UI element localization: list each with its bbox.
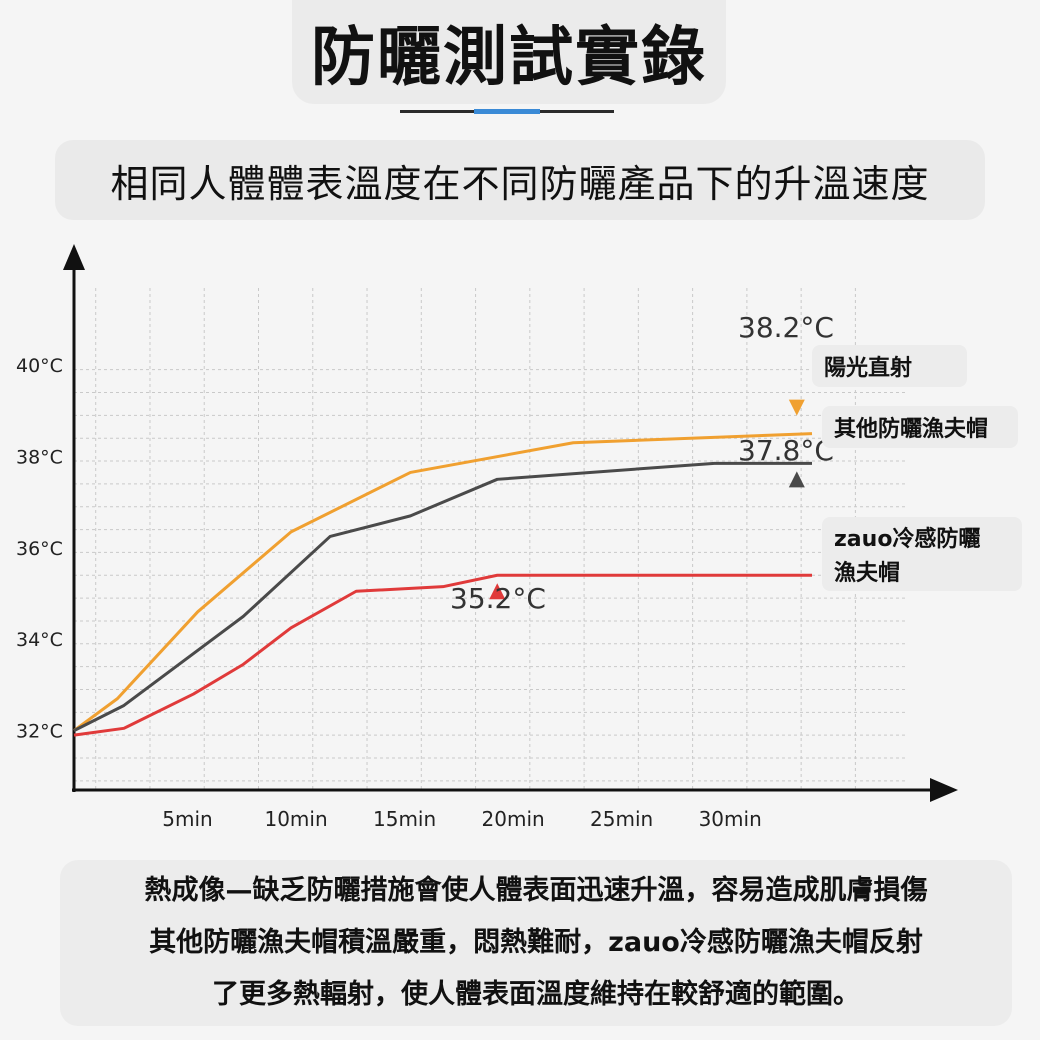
caption-box: 熱成像—缺乏防曬措施會使人體表面迅速升溫，容易造成肌膚損傷 其他防曬漁夫帽積溫嚴…	[60, 860, 1012, 1026]
series-marker-zauo	[489, 583, 506, 600]
series-line-zauo	[73, 573, 812, 737]
series-line-other	[73, 461, 812, 732]
x-tick-label: 15min	[373, 807, 436, 831]
x-tick-label: 5min	[162, 807, 212, 831]
x-tick-labels: 5min 10min 15min 20min 25min 30min	[162, 807, 761, 831]
x-tick-label: 30min	[699, 807, 762, 831]
y-tick-label: 38°C	[16, 446, 63, 468]
series-zauo-value-label: 35.2°C	[450, 582, 546, 615]
caption-line-3: 了更多熱輻射，使人體表面溫度維持在較舒適的範圍。	[212, 979, 860, 1010]
chart-grid	[74, 288, 905, 790]
caption-line-2: 其他防曬漁夫帽積溫嚴重，悶熱難耐，zauo冷感防曬漁夫帽反射	[149, 927, 923, 958]
y-tick-label: 32°C	[16, 721, 63, 743]
y-tick-label: 40°C	[16, 355, 63, 377]
y-tick-label: 34°C	[16, 629, 63, 651]
page-subtitle: 相同人體體表溫度在不同防曬產品下的升溫速度	[110, 161, 930, 206]
legend-tag-other-box	[822, 406, 1018, 448]
temperature-line-chart: 32°C 34°C 36°C 38°C 40°C 5min 10min 15min 20min…	[16, 244, 1022, 831]
series-marker-sun	[788, 399, 805, 416]
y-axis-arrow	[63, 244, 85, 270]
legend-tag-zauo-line1: zauo冷感防曬	[834, 526, 980, 552]
subtitle-box: 相同人體體表溫度在不同防曬產品下的升溫速度	[55, 140, 985, 220]
legend-tag-zauo-box	[822, 517, 1022, 591]
x-tick-label: 10min	[264, 807, 327, 831]
y-tick-label: 36°C	[16, 538, 63, 560]
series-marker-other	[788, 471, 805, 488]
series-other-value-label: 37.8°C	[738, 434, 834, 467]
legend-tag-other: 其他防曬漁夫帽	[834, 416, 988, 442]
title-divider-accent	[474, 109, 540, 114]
x-tick-label: 20min	[482, 807, 545, 831]
title-box: 防曬測試實錄	[292, 0, 726, 104]
chart-annotations: 38.2°C 37.8°C 35.2°C 陽光直射 其他防曬漁夫帽 zauo冷感…	[450, 311, 1022, 615]
series-sun-value-label: 38.2°C	[738, 311, 834, 344]
caption-line-1: 熱成像—缺乏防曬措施會使人體表面迅速升溫，容易造成肌膚損傷	[144, 875, 928, 906]
x-axis-arrow	[930, 778, 958, 802]
legend-tag-sun-box	[812, 345, 967, 387]
legend-tag-sun: 陽光直射	[824, 355, 912, 381]
chart-series	[73, 399, 813, 737]
legend-tag-zauo-line2: 漁夫帽	[834, 560, 900, 586]
x-tick-label: 25min	[590, 807, 653, 831]
legend-tag-zauo: zauo冷感防曬 漁夫帽	[834, 526, 988, 586]
chart-axes	[63, 244, 958, 802]
series-line-sun	[73, 432, 813, 732]
page-title: 防曬測試實錄	[311, 21, 707, 95]
y-tick-labels: 32°C 34°C 36°C 38°C 40°C	[16, 355, 63, 743]
